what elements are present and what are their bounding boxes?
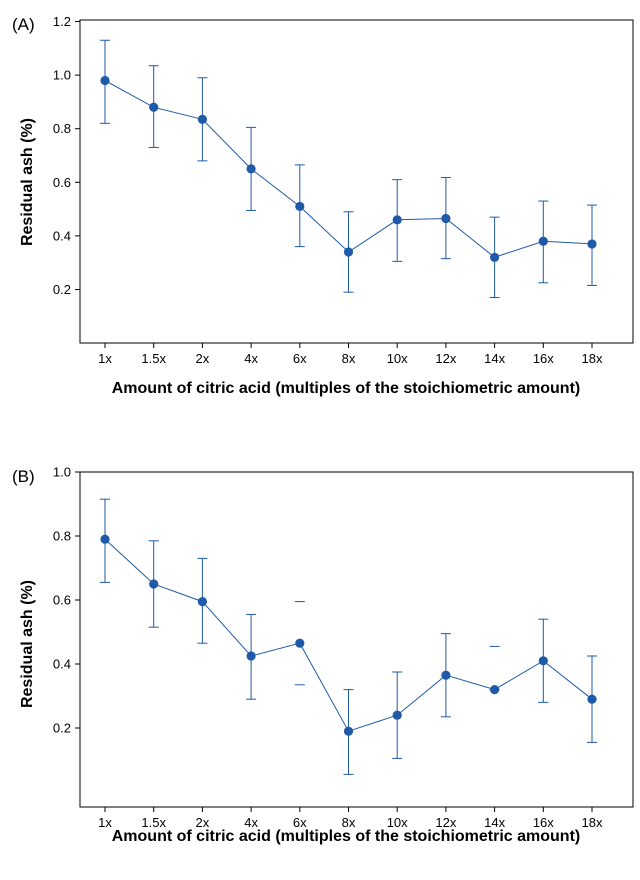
data-point-b-1 — [149, 579, 159, 589]
data-point-b-6 — [392, 710, 402, 720]
y-tick-label-a-1: 0.4 — [53, 228, 71, 243]
panel-label-b: (B) — [12, 467, 35, 486]
x-tick-label-a-1: 1.5x — [141, 351, 166, 366]
plot-area-b — [79, 471, 634, 808]
chart-b-svg: (B) Residual ash (%) Amount of citric ac… — [12, 465, 634, 845]
y-tick-label-a-0: 0.2 — [53, 282, 71, 297]
data-point-a-1 — [149, 102, 159, 112]
x-tick-label-a-3: 4x — [244, 351, 258, 366]
chart-panel-b: (B) Residual ash (%) Amount of citric ac… — [0, 458, 640, 880]
x-tick-label-b-6: 10x — [387, 815, 408, 830]
y-tick-label-b-2: 0.6 — [53, 593, 71, 608]
data-point-b-9 — [538, 656, 548, 666]
data-point-a-3 — [246, 164, 256, 174]
x-tick-label-a-2: 2x — [196, 351, 210, 366]
data-point-b-0 — [100, 534, 110, 544]
x-tick-label-b-7: 12x — [435, 815, 456, 830]
x-tick-label-a-5: 8x — [342, 351, 356, 366]
data-point-b-4 — [295, 638, 305, 648]
chart-a-svg: (A) Residual ash (%) Amount of citric ac… — [12, 14, 634, 397]
x-tick-label-b-9: 16x — [533, 815, 554, 830]
x-tick-label-a-9: 16x — [533, 351, 554, 366]
data-point-a-0 — [100, 75, 110, 86]
x-tick-label-b-1: 1.5x — [141, 815, 166, 830]
data-point-a-2 — [197, 114, 207, 124]
panel-label-a: (A) — [12, 15, 35, 34]
x-tick-label-a-6: 10x — [387, 351, 408, 366]
x-tick-label-b-8: 14x — [484, 815, 505, 830]
x-tick-label-a-7: 12x — [435, 351, 456, 366]
x-tick-label-b-0: 1x — [98, 815, 112, 830]
y-tick-label-a-3: 0.8 — [53, 121, 71, 136]
x-tick-label-a-0: 1x — [98, 351, 112, 366]
data-point-a-7 — [441, 213, 451, 224]
data-point-a-6 — [392, 215, 402, 225]
chart-panel-a: (A) Residual ash (%) Amount of citric ac… — [0, 0, 640, 422]
x-tick-label-a-4: 6x — [293, 351, 307, 366]
x-axis-title-b: Amount of citric acid (multiples of the … — [112, 828, 580, 845]
data-point-b-3 — [246, 651, 256, 661]
x-tick-label-b-4: 6x — [293, 815, 307, 830]
x-axis-title-a: Amount of citric acid (multiples of the … — [112, 380, 580, 397]
data-point-a-8 — [490, 252, 500, 262]
y-tick-label-a-2: 0.6 — [53, 175, 71, 190]
y-tick-label-b-0: 0.2 — [53, 721, 71, 736]
y-tick-label-a-4: 1.0 — [53, 68, 71, 83]
data-point-a-10 — [587, 239, 597, 249]
data-point-b-5 — [343, 726, 354, 736]
data-point-a-5 — [343, 247, 354, 257]
data-point-b-7 — [441, 670, 451, 680]
data-point-b-8 — [490, 685, 500, 695]
y-tick-label-b-3: 0.8 — [53, 529, 71, 544]
x-tick-label-b-2: 2x — [196, 815, 210, 830]
x-tick-label-b-3: 4x — [244, 815, 258, 830]
y-tick-label-a-5: 1.2 — [53, 14, 71, 29]
y-tick-label-b-1: 0.4 — [53, 657, 71, 672]
y-axis-title-a: Residual ash (%) — [19, 118, 36, 246]
x-tick-label-b-10: 18x — [582, 815, 603, 830]
data-point-b-10 — [587, 694, 597, 704]
data-point-a-9 — [538, 236, 548, 246]
y-axis-title-b: Residual ash (%) — [19, 580, 36, 708]
plot-area-a — [79, 19, 634, 344]
x-tick-label-a-10: 18x — [582, 351, 603, 366]
y-tick-label-b-4: 1.0 — [53, 465, 71, 480]
x-tick-label-a-8: 14x — [484, 351, 505, 366]
x-tick-label-b-5: 8x — [342, 815, 356, 830]
data-point-a-4 — [295, 201, 305, 212]
data-point-b-2 — [197, 597, 207, 607]
